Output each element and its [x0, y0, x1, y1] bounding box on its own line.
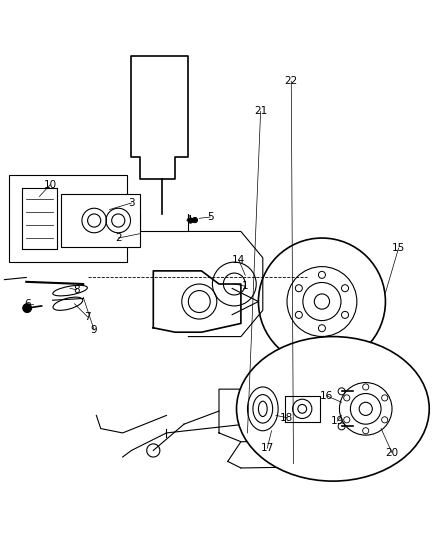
Circle shape	[192, 217, 198, 223]
Text: 21: 21	[254, 107, 267, 116]
Text: 20: 20	[385, 448, 399, 458]
Text: 6: 6	[24, 298, 31, 309]
Text: 10: 10	[44, 180, 57, 190]
Text: 16: 16	[320, 391, 333, 401]
Text: 18: 18	[280, 413, 293, 423]
Text: 7: 7	[84, 312, 91, 322]
Text: 9: 9	[91, 325, 98, 335]
Text: 15: 15	[392, 243, 405, 253]
Text: 8: 8	[73, 285, 80, 295]
Circle shape	[188, 218, 193, 223]
Text: 1: 1	[242, 281, 249, 291]
Circle shape	[23, 304, 32, 312]
FancyBboxPatch shape	[61, 194, 140, 247]
Text: 3: 3	[128, 198, 135, 208]
Text: 5: 5	[207, 212, 214, 222]
Text: 2: 2	[115, 233, 122, 243]
Text: 22: 22	[285, 76, 298, 86]
Text: 19: 19	[331, 416, 344, 426]
Text: 4: 4	[185, 215, 192, 224]
FancyBboxPatch shape	[9, 174, 127, 262]
Text: 17: 17	[261, 443, 274, 453]
Text: 14: 14	[232, 255, 245, 265]
Ellipse shape	[237, 336, 429, 481]
